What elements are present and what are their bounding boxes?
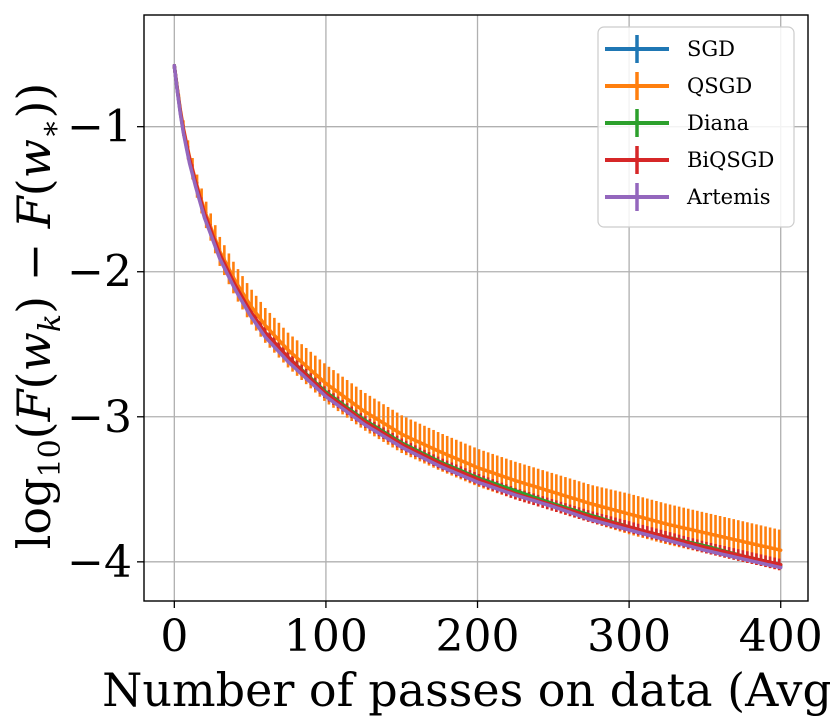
- y-tick-label: −3: [67, 392, 132, 443]
- legend-entry-artemis: Artemis: [605, 183, 770, 211]
- x-tick-label: 200: [436, 611, 520, 662]
- plot-frame: [143, 14, 809, 602]
- x-tick-label: 0: [160, 611, 188, 662]
- legend-label-biqsgd: BiQSGD: [687, 148, 774, 172]
- series-line-artemis: [172, 64, 783, 570]
- legend-label-sgd: SGD: [687, 37, 735, 61]
- legend-entry-qsgd: QSGD: [605, 72, 752, 100]
- series-lines: [172, 64, 783, 570]
- y-tick-label: −4: [67, 537, 132, 588]
- legend-entry-sgd: SGD: [605, 35, 735, 63]
- axis-ticks: 0 100 200 300 400 −1 −2 −3 −4: [67, 102, 823, 662]
- legend-label-qsgd: QSGD: [687, 74, 752, 98]
- series-line-biqsgd: [172, 64, 783, 567]
- x-tick-label: 400: [739, 611, 823, 662]
- legend-label-artemis: Artemis: [686, 185, 770, 209]
- legend-entry-diana: Diana: [605, 109, 749, 137]
- legend-box: [597, 26, 795, 228]
- y-tick-label: −1: [67, 102, 132, 153]
- x-tick-label: 300: [587, 611, 671, 662]
- legend-entry-biqsgd: BiQSGD: [605, 146, 774, 174]
- x-axis-label: Number of passes on data (Avg): [102, 663, 830, 717]
- y-tick-label: −2: [67, 247, 132, 298]
- series-line-qsgd: [172, 64, 783, 552]
- x-tick-label: 100: [284, 611, 368, 662]
- legend: SGD QSGD Diana BiQSGD Artemis: [597, 26, 795, 228]
- legend-label-diana: Diana: [687, 111, 749, 135]
